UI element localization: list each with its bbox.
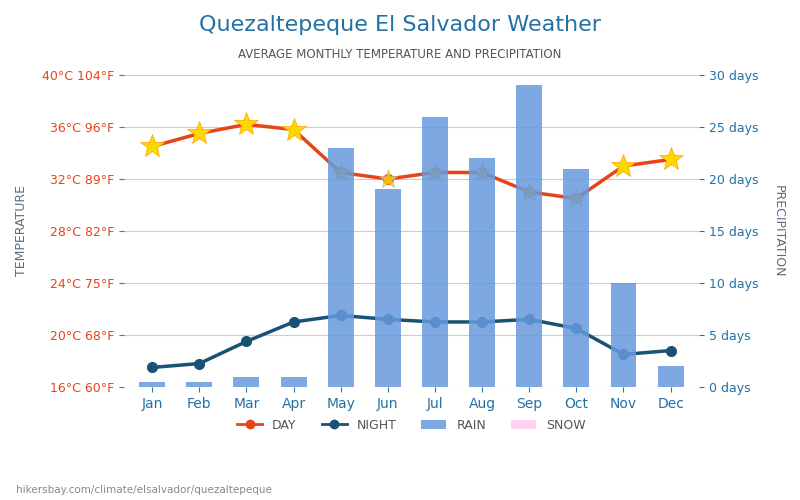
- Y-axis label: TEMPERATURE: TEMPERATURE: [15, 186, 28, 276]
- Bar: [375, 190, 401, 387]
- Bar: [186, 382, 212, 387]
- Bar: [281, 376, 306, 387]
- Bar: [516, 86, 542, 387]
- Bar: [328, 148, 354, 387]
- Bar: [422, 116, 448, 387]
- Bar: [139, 382, 165, 387]
- Bar: [469, 158, 495, 387]
- Text: AVERAGE MONTHLY TEMPERATURE AND PRECIPITATION: AVERAGE MONTHLY TEMPERATURE AND PRECIPIT…: [238, 48, 562, 60]
- Text: Quezaltepeque El Salvador Weather: Quezaltepeque El Salvador Weather: [199, 15, 601, 35]
- Text: hikersbay.com/climate/elsalvador/quezaltepeque: hikersbay.com/climate/elsalvador/quezalt…: [16, 485, 272, 495]
- Bar: [610, 283, 637, 387]
- Bar: [234, 376, 259, 387]
- Bar: [563, 168, 590, 387]
- Y-axis label: PRECIPITATION: PRECIPITATION: [772, 184, 785, 277]
- Bar: [658, 366, 683, 387]
- Legend: DAY, NIGHT, RAIN, SNOW: DAY, NIGHT, RAIN, SNOW: [232, 414, 590, 437]
